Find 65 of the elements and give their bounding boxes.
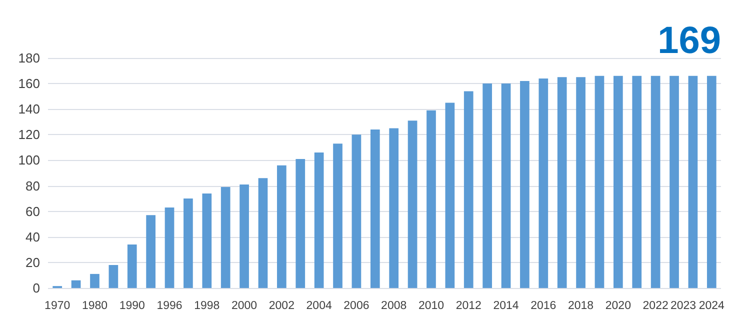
y-tick-label: 60 xyxy=(26,204,40,219)
x-tick-label: 2006 xyxy=(344,300,370,312)
bar xyxy=(501,84,511,288)
x-tick-label: 1980 xyxy=(82,300,108,312)
bar xyxy=(538,78,548,288)
bar xyxy=(108,265,118,288)
bar xyxy=(146,215,156,288)
bar xyxy=(650,76,660,288)
x-tick-label: 2022 xyxy=(642,300,668,312)
bar xyxy=(706,76,716,288)
bar xyxy=(482,84,492,288)
x-tick-label: 2010 xyxy=(418,300,444,312)
bar xyxy=(464,91,474,288)
bar xyxy=(557,77,567,288)
x-tick-label: 2004 xyxy=(306,300,332,312)
x-tick-label: 2016 xyxy=(530,300,556,312)
bar xyxy=(389,128,399,288)
bar xyxy=(632,76,642,288)
x-tick-label: 2008 xyxy=(381,300,407,312)
bar xyxy=(352,134,362,288)
y-tick-label: 100 xyxy=(18,152,40,168)
x-tick-label: 1970 xyxy=(44,300,70,312)
x-tick-label: 2014 xyxy=(493,300,520,312)
bar xyxy=(277,165,286,288)
bar xyxy=(220,187,230,288)
y-tick-label: 160 xyxy=(18,76,40,92)
bar xyxy=(127,244,137,288)
y-tick-label: 180 xyxy=(18,50,40,66)
x-tick-label: 2023 xyxy=(670,300,696,312)
y-tick-label: 20 xyxy=(26,254,40,270)
x-tick-label: 2024 xyxy=(698,300,726,312)
bar xyxy=(164,208,174,288)
bar xyxy=(314,152,324,288)
bar xyxy=(296,158,306,288)
x-tick-label: 2020 xyxy=(605,300,631,312)
y-tick-label: 40 xyxy=(26,229,40,244)
y-tick-label: 140 xyxy=(18,102,40,117)
x-tick-label: 2000 xyxy=(231,300,258,312)
bar xyxy=(520,81,530,288)
bar xyxy=(576,77,586,288)
bar xyxy=(184,198,193,288)
bar xyxy=(688,76,698,288)
x-tick-label: 1998 xyxy=(194,300,220,312)
bar xyxy=(445,102,455,288)
x-tick-label: 2018 xyxy=(568,300,594,312)
x-tick-label: 1996 xyxy=(156,300,182,312)
bar xyxy=(240,184,249,288)
y-tick-label: 120 xyxy=(18,127,40,142)
bar xyxy=(426,110,436,288)
bar xyxy=(333,144,342,288)
bar xyxy=(614,76,623,288)
y-tick-label: 0 xyxy=(32,280,40,296)
x-tick-label: 2002 xyxy=(268,300,294,312)
y-tick-label: 80 xyxy=(26,178,40,194)
bar xyxy=(258,178,268,288)
bar xyxy=(594,76,604,288)
annotation: 169 xyxy=(658,20,722,62)
bar xyxy=(408,120,418,288)
x-tick-label: 1990 xyxy=(119,300,145,312)
bar xyxy=(71,280,81,288)
bar xyxy=(370,130,380,288)
x-tick-label: 2012 xyxy=(456,300,482,312)
bar xyxy=(90,274,100,288)
bar xyxy=(202,193,212,288)
bar xyxy=(670,76,679,288)
